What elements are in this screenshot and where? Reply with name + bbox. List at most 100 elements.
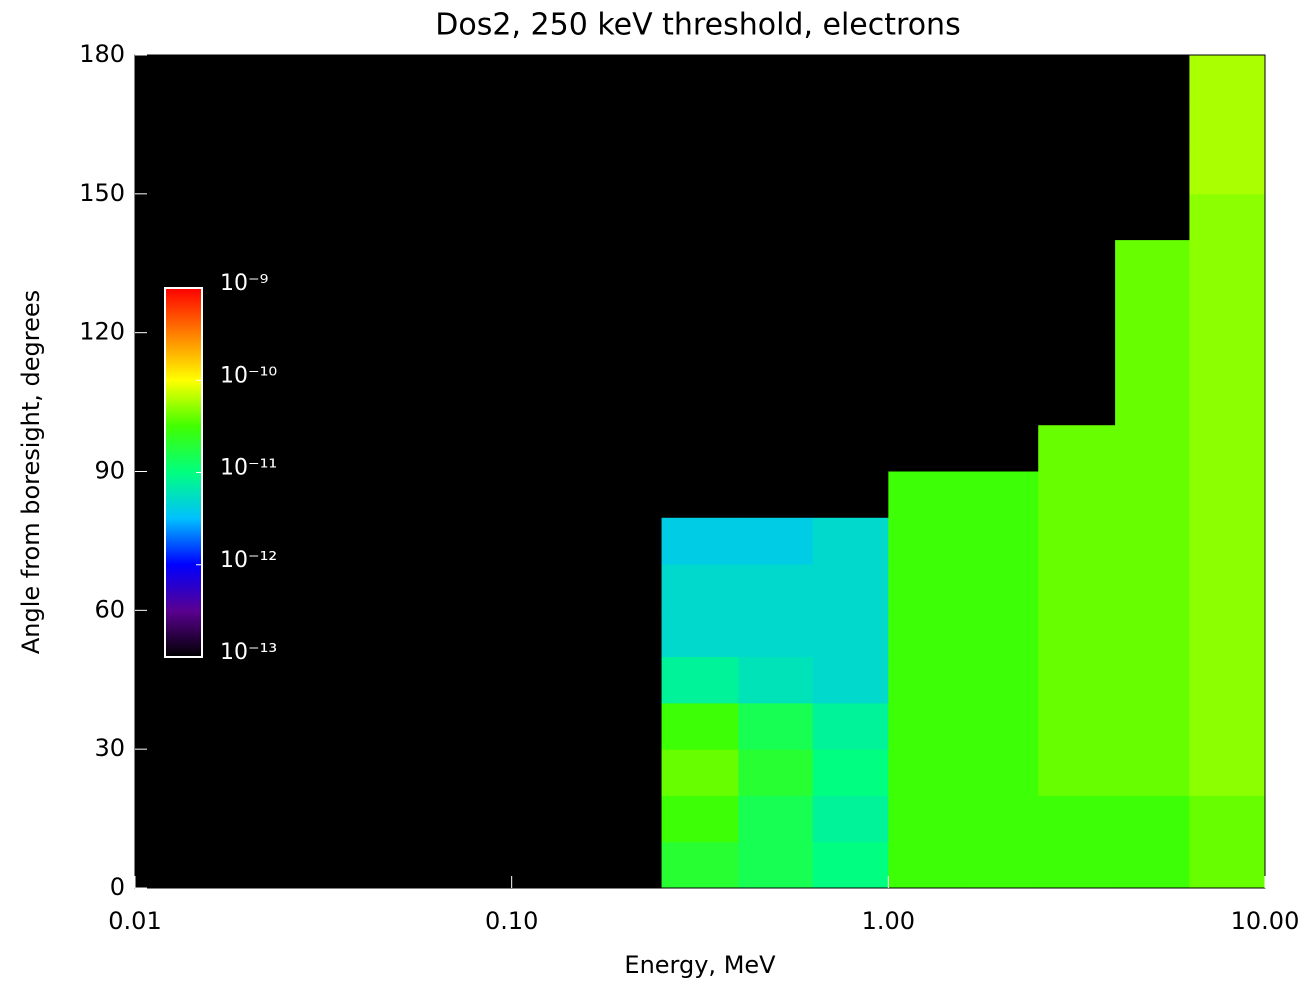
heatmap-cell [1038, 656, 1116, 704]
heatmap-cell [812, 702, 889, 750]
heatmap-cell [888, 564, 966, 611]
heatmap-cell [661, 841, 739, 889]
heatmap-cell [1115, 471, 1190, 519]
x-axis-label: Energy, MeV [624, 951, 776, 979]
heatmap-cell [1189, 749, 1266, 796]
heatmap-cell [1115, 378, 1190, 426]
heatmap-cell [888, 656, 966, 704]
heatmap-cell [1115, 240, 1190, 287]
heatmap-cell [1038, 749, 1116, 796]
heatmap-cell [812, 610, 889, 658]
x-tick-label: 1.00 [862, 907, 915, 935]
heatmap-cell [738, 795, 814, 843]
heatmap-cell [812, 795, 889, 843]
heatmap-cell [1189, 702, 1266, 750]
y-tick-label: 0 [110, 873, 125, 901]
heatmap-cell [661, 564, 739, 611]
heatmap-cell [1115, 564, 1190, 611]
y-tick-label: 90 [94, 457, 125, 485]
heatmap-cell [661, 702, 739, 750]
heatmap-cell [965, 610, 1039, 658]
heatmap-cell [1189, 425, 1266, 472]
heatmap-cell [965, 702, 1039, 750]
heatmap-cell [812, 564, 889, 611]
heatmap-cell [738, 656, 814, 704]
heatmap-cell [888, 610, 966, 658]
heatmap-cell [1038, 425, 1116, 472]
heatmap-cell [661, 610, 739, 658]
heatmap-cell [1189, 564, 1266, 611]
heatmap-cell [661, 749, 739, 796]
heatmap-cell [738, 749, 814, 796]
heatmap-cell [1115, 425, 1190, 472]
heatmap-cell [1038, 517, 1116, 565]
x-tick-label: 0.10 [485, 907, 538, 935]
heatmap-cell [1115, 795, 1190, 843]
heatmap-cell [965, 564, 1039, 611]
heatmap-cell [1189, 517, 1266, 565]
heatmap-cell [1189, 332, 1266, 380]
heatmap-cell [1189, 55, 1266, 102]
y-tick-label: 180 [79, 40, 125, 68]
heatmap-cell [1189, 841, 1266, 889]
heatmap-cell [1038, 610, 1116, 658]
colorbar [164, 287, 203, 658]
heatmap-cell [1189, 795, 1266, 843]
x-tick-label: 10.00 [1231, 907, 1300, 935]
colorbar-tick-label: 10⁻¹⁰ [220, 363, 277, 388]
heatmap-cell [965, 749, 1039, 796]
heatmap-cell [1115, 749, 1190, 796]
heatmap-cell [738, 702, 814, 750]
y-tick-label: 60 [94, 595, 125, 623]
heatmap-cell [812, 749, 889, 796]
colorbar-tick-label: 10⁻¹¹ [220, 456, 277, 481]
y-tick-label: 150 [79, 179, 125, 207]
heatmap-cell [1189, 610, 1266, 658]
heatmap-cell [888, 749, 966, 796]
y-tick-label: 30 [94, 734, 125, 762]
heatmap-cell [965, 471, 1039, 519]
heatmap-cell [1115, 517, 1190, 565]
y-axis-label: Angle from boresight, degrees [17, 290, 45, 654]
heatmap-cell [888, 702, 966, 750]
x-tick-label: 0.01 [108, 907, 161, 935]
heatmap-cell [661, 656, 739, 704]
heatmap-cell [1189, 656, 1266, 704]
heatmap-cell [1115, 332, 1190, 380]
heatmap-cell [1189, 240, 1266, 287]
heatmap-cell [1038, 702, 1116, 750]
colorbar-tick-label: 10⁻⁹ [220, 271, 268, 296]
heatmap-cell [661, 517, 739, 565]
heatmap-cell [1038, 795, 1116, 843]
heatmap-cell [888, 841, 966, 889]
heatmap-cell [812, 841, 889, 889]
heatmap-cell [661, 795, 739, 843]
heatmap-cell [1189, 101, 1266, 149]
heatmap-cell [1189, 378, 1266, 426]
heatmap-cell [1189, 471, 1266, 519]
heatmap-cell [1115, 841, 1190, 889]
heatmap-cell [738, 841, 814, 889]
heatmap-cell [888, 471, 966, 519]
heatmap-cell [738, 517, 814, 565]
heatmap-cell [738, 564, 814, 611]
heatmap-cell [1115, 610, 1190, 658]
heatmap-cell [1038, 564, 1116, 611]
heatmap-cell [1115, 702, 1190, 750]
heatmap-cell [1189, 193, 1266, 241]
heatmap-cell [888, 795, 966, 843]
heatmap-cell [965, 656, 1039, 704]
y-tick-label: 120 [79, 318, 125, 346]
heatmap-cell [812, 656, 889, 704]
chart-title: Dos2, 250 keV threshold, electrons [435, 8, 960, 43]
heatmap-cell [1038, 471, 1116, 519]
colorbar-tick-label: 10⁻¹³ [220, 640, 277, 665]
heatmap-cell [965, 795, 1039, 843]
heatmap-cell [812, 517, 889, 565]
heatmap-cell [1038, 841, 1116, 889]
heatmap-cell [1189, 286, 1266, 334]
heatmap-cell [965, 517, 1039, 565]
heatmap-cell [1115, 656, 1190, 704]
colorbar-tick-label: 10⁻¹² [220, 548, 277, 573]
